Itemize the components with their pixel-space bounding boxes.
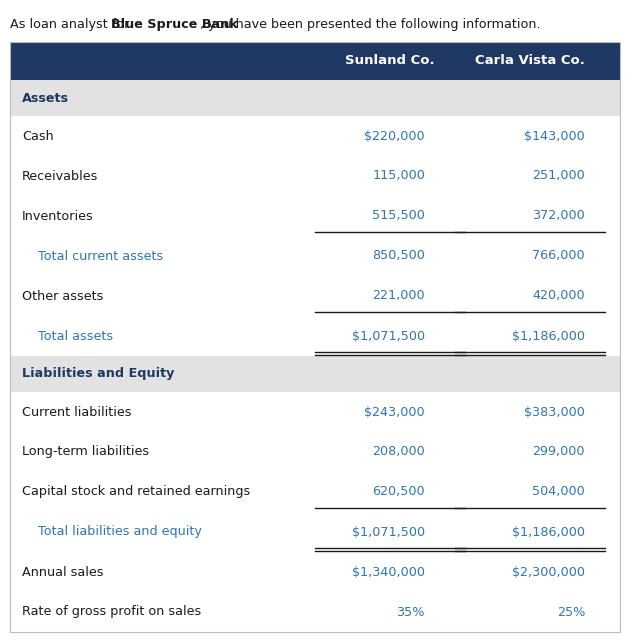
Text: $1,071,500: $1,071,500 xyxy=(352,329,425,342)
Text: As loan analyst for: As loan analyst for xyxy=(10,18,133,31)
Text: 221,000: 221,000 xyxy=(372,290,425,303)
Text: $1,340,000: $1,340,000 xyxy=(352,565,425,578)
Bar xyxy=(10,80,620,116)
Text: Capital stock and retained earnings: Capital stock and retained earnings xyxy=(22,485,251,499)
Text: $1,186,000: $1,186,000 xyxy=(512,526,585,538)
Bar xyxy=(10,512,620,552)
Bar xyxy=(10,472,620,512)
Bar xyxy=(10,236,620,276)
Text: 299,000: 299,000 xyxy=(533,445,585,458)
Bar xyxy=(10,116,620,156)
Text: 420,000: 420,000 xyxy=(533,290,585,303)
Text: Blue Spruce Bank: Blue Spruce Bank xyxy=(111,18,238,31)
Text: Rate of gross profit on sales: Rate of gross profit on sales xyxy=(22,606,201,619)
Bar xyxy=(10,552,620,592)
Text: Total liabilities and equity: Total liabilities and equity xyxy=(30,526,202,538)
Text: Total current assets: Total current assets xyxy=(30,249,163,263)
Bar xyxy=(10,392,620,432)
Text: 515,500: 515,500 xyxy=(372,210,425,222)
Text: $1,071,500: $1,071,500 xyxy=(352,526,425,538)
Text: 35%: 35% xyxy=(396,606,425,619)
Text: 208,000: 208,000 xyxy=(372,445,425,458)
Text: Carla Vista Co.: Carla Vista Co. xyxy=(475,54,585,67)
Text: 620,500: 620,500 xyxy=(372,485,425,499)
Text: Liabilities and Equity: Liabilities and Equity xyxy=(22,367,174,381)
Text: Assets: Assets xyxy=(22,92,69,104)
Bar xyxy=(10,356,620,392)
Text: $220,000: $220,000 xyxy=(364,129,425,142)
Bar xyxy=(10,432,620,472)
Bar xyxy=(10,42,620,80)
Bar xyxy=(10,196,620,236)
Text: Sunland Co.: Sunland Co. xyxy=(345,54,435,67)
Bar xyxy=(10,316,620,356)
Text: $243,000: $243,000 xyxy=(364,406,425,419)
Text: Current liabilities: Current liabilities xyxy=(22,406,131,419)
Text: $1,186,000: $1,186,000 xyxy=(512,329,585,342)
Bar xyxy=(10,276,620,316)
Text: Total assets: Total assets xyxy=(30,329,113,342)
Text: 251,000: 251,000 xyxy=(533,169,585,183)
Text: 372,000: 372,000 xyxy=(533,210,585,222)
Text: Long-term liabilities: Long-term liabilities xyxy=(22,445,149,458)
Text: Annual sales: Annual sales xyxy=(22,565,103,578)
Text: Receivables: Receivables xyxy=(22,169,98,183)
Text: 850,500: 850,500 xyxy=(372,249,425,263)
Text: , you have been presented the following information.: , you have been presented the following … xyxy=(200,18,540,31)
Text: 766,000: 766,000 xyxy=(533,249,585,263)
Text: 504,000: 504,000 xyxy=(533,485,585,499)
Text: Cash: Cash xyxy=(22,129,54,142)
Bar xyxy=(10,156,620,196)
Text: 115,000: 115,000 xyxy=(372,169,425,183)
Text: $143,000: $143,000 xyxy=(524,129,585,142)
Text: $383,000: $383,000 xyxy=(524,406,585,419)
Text: Inventories: Inventories xyxy=(22,210,94,222)
Text: 25%: 25% xyxy=(557,606,585,619)
Text: Other assets: Other assets xyxy=(22,290,103,303)
Bar xyxy=(10,592,620,632)
Text: $2,300,000: $2,300,000 xyxy=(512,565,585,578)
